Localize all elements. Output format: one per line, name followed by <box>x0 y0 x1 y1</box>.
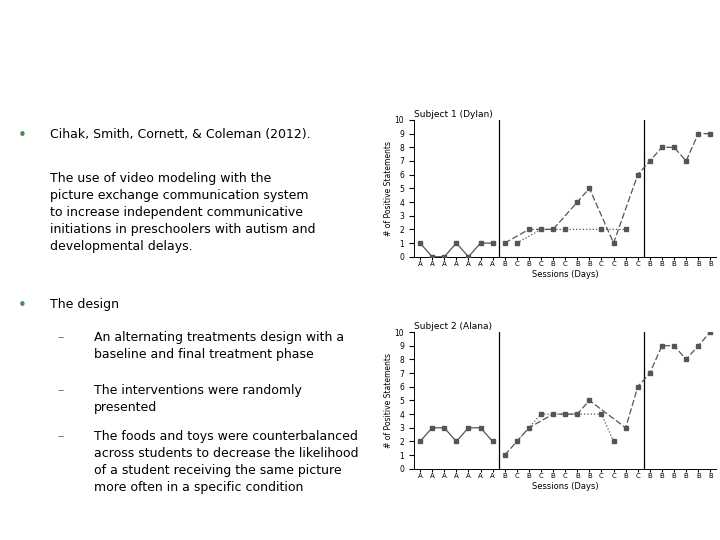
Text: An alternating treatments design with a
baseline and final treatment phase: An alternating treatments design with a … <box>94 331 343 361</box>
X-axis label: Sessions (Days): Sessions (Days) <box>532 482 598 491</box>
Text: –: – <box>58 331 64 344</box>
X-axis label: Sessions (Days): Sessions (Days) <box>532 269 598 279</box>
Text: The design: The design <box>50 298 120 311</box>
Text: © 2019 Cengage. All rights reserved.: © 2019 Cengage. All rights reserved. <box>262 515 458 525</box>
Y-axis label: # of Positive Statements: # of Positive Statements <box>384 353 393 448</box>
Text: Cihak, Smith, Cornett, & Coleman (2012).: Cihak, Smith, Cornett, & Coleman (2012). <box>50 127 311 140</box>
Text: Subject 1 (Dylan): Subject 1 (Dylan) <box>414 110 492 119</box>
Text: –: – <box>58 430 64 443</box>
Text: Subject 2 (Alana): Subject 2 (Alana) <box>414 322 492 331</box>
Y-axis label: # of Positive Statements: # of Positive Statements <box>384 141 393 236</box>
Text: 9-4 Alternating Treatments Design with a
Baseline and a Final Treatment Phase (2: 9-4 Alternating Treatments Design with a… <box>73 36 647 80</box>
Text: •: • <box>18 127 27 143</box>
Text: The use of video modeling with the
picture exchange communication system
to incr: The use of video modeling with the pictu… <box>50 172 316 253</box>
Text: The foods and toys were counterbalanced
across students to decrease the likeliho: The foods and toys were counterbalanced … <box>94 430 358 495</box>
Text: ✱ CENGAGE: ✱ CENGAGE <box>14 513 96 526</box>
Text: –: – <box>58 384 64 397</box>
Text: •: • <box>18 298 27 313</box>
Text: The interventions were randomly
presented: The interventions were randomly presente… <box>94 384 302 415</box>
